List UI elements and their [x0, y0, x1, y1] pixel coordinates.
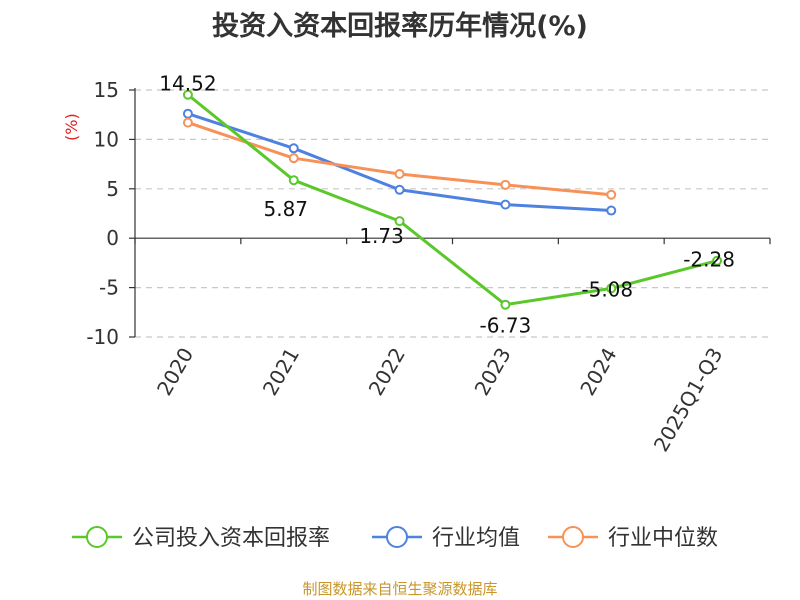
data-point[interactable]	[288, 143, 299, 154]
data-point[interactable]	[394, 168, 405, 179]
data-label: -2.28	[683, 248, 735, 272]
data-point[interactable]	[500, 199, 511, 210]
x-tick-label: 2025Q1-Q3	[649, 344, 728, 456]
series-line	[187, 112, 612, 213]
data-point[interactable]	[394, 216, 405, 227]
data-point[interactable]	[606, 283, 617, 294]
x-tick-label: 2023	[470, 343, 516, 399]
data-point[interactable]	[182, 89, 193, 100]
data-label: 5.87	[263, 197, 308, 221]
legend-item[interactable]: 行业中位数	[548, 526, 718, 551]
data-point[interactable]	[500, 299, 511, 310]
data-point[interactable]	[288, 175, 299, 186]
y-axis-unit-label: (%)	[62, 113, 81, 141]
legend-marker	[86, 526, 108, 548]
x-tick-label: 2022	[364, 344, 410, 400]
legend-label: 行业中位数	[608, 526, 718, 551]
data-point[interactable]	[500, 179, 511, 190]
data-label: -5.08	[581, 277, 633, 301]
data-point[interactable]	[606, 205, 617, 216]
data-point[interactable]	[606, 189, 617, 200]
x-tick-label: 2021	[258, 344, 304, 400]
y-tick-label: 15	[94, 78, 119, 102]
legend-marker	[386, 526, 408, 548]
source-note: 制图数据来自恒生聚源数据库	[302, 580, 498, 598]
data-point[interactable]	[288, 153, 299, 164]
data-label: -6.73	[480, 314, 532, 338]
legend-label: 公司投入资本回报率	[132, 526, 330, 551]
data-point[interactable]	[182, 117, 193, 128]
y-tick-label: -5	[99, 276, 119, 300]
data-point[interactable]	[182, 108, 193, 119]
legend-item[interactable]: 公司投入资本回报率	[72, 526, 330, 551]
x-tick-label: 2020	[152, 344, 198, 400]
legend-item[interactable]: 行业均值	[372, 526, 520, 551]
legend-label: 行业均值	[432, 526, 520, 551]
data-label: 14.52	[159, 72, 216, 96]
legend-marker	[562, 526, 584, 548]
data-point[interactable]	[394, 184, 405, 195]
y-tick-label: 10	[94, 127, 119, 151]
series-line	[186, 93, 718, 307]
y-tick-label: 0	[106, 226, 119, 250]
y-tick-label: -10	[86, 325, 119, 349]
chart-title: 投资入资本回报率历年情况(%)	[212, 11, 588, 42]
data-label: 1.73	[359, 224, 404, 248]
y-tick-label: 5	[106, 177, 119, 201]
data-point[interactable]	[712, 255, 723, 266]
x-tick-label: 2024	[575, 344, 621, 400]
